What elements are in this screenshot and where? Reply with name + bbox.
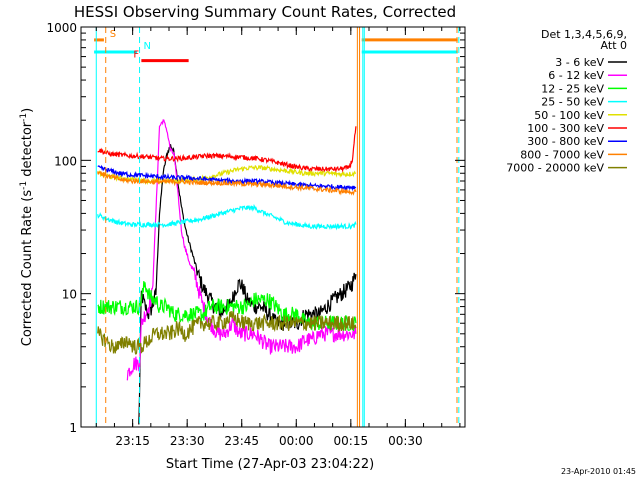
- legend-label-2: 12 - 25 keV: [541, 82, 604, 95]
- legend-title-1: Att 0: [601, 39, 627, 52]
- series-lines: [97, 119, 357, 425]
- y-axis-label-tail: ): [20, 108, 35, 113]
- legend-label-3: 25 - 50 keV: [541, 96, 604, 109]
- series-line-2: [97, 281, 357, 331]
- series-line-3: [97, 203, 357, 231]
- flag-label-s: S: [110, 29, 116, 40]
- legend-label-4: 50 - 100 keV: [534, 109, 604, 122]
- legend-label-6: 300 - 800 keV: [527, 135, 604, 148]
- x-tick-label-2: 23:45: [224, 434, 259, 448]
- y-tick-label-0: 1: [69, 421, 77, 435]
- series-line-1: [126, 119, 357, 381]
- chart-title: HESSI Observing Summary Count Rates, Cor…: [74, 3, 456, 21]
- legend-label-7: 800 - 7000 keV: [520, 148, 604, 161]
- legend-label-0: 3 - 6 keV: [555, 56, 604, 69]
- y-tick-label-2: 100: [54, 154, 77, 168]
- y-axis-ticks: 1 10 100 1000: [46, 21, 465, 435]
- y-axis-label-mid: detector: [20, 121, 35, 181]
- vertical-markers: [95, 27, 460, 427]
- timestamp: 23-Apr-2010 01:45: [561, 467, 636, 476]
- y-tick-label-1: 10: [62, 288, 77, 302]
- instrument-flags: S NF: [94, 29, 458, 63]
- legend-title-0: Det 1,3,4,5,6,9,: [541, 28, 627, 41]
- x-tick-label-4: 00:15: [334, 434, 369, 448]
- flag-label-f: F: [133, 50, 139, 61]
- legend-label-1: 6 - 12 keV: [548, 69, 604, 82]
- x-tick-label-0: 23:15: [115, 434, 150, 448]
- plot-frame: [80, 26, 466, 428]
- y-axis-label-main: Corrected Count Rate (s: [20, 190, 35, 347]
- legend-label-5: 100 - 300 keV: [527, 122, 604, 135]
- y-axis-label: Corrected Count Rate (s-1 detector-1): [19, 108, 35, 346]
- y-axis-label-sup: -1: [19, 181, 29, 190]
- series-line-8: [97, 311, 357, 356]
- y-axis-label-sup2: -1: [19, 113, 29, 122]
- x-tick-label-5: 00:30: [388, 434, 423, 448]
- x-axis-ticks: 23:15 23:30 23:45 00:00 00:15 00:30: [95, 27, 461, 448]
- series-line-4: [97, 164, 356, 186]
- series-line-6: [97, 164, 357, 192]
- legend-label-8: 7000 - 20000 keV: [506, 162, 604, 175]
- x-axis-label: Start Time (27-Apr-03 23:04:22): [166, 457, 374, 472]
- y-tick-label-3: 1000: [46, 21, 77, 35]
- series-line-5: [97, 126, 357, 173]
- series-line-7: [97, 170, 357, 196]
- x-tick-label-3: 00:00: [279, 434, 314, 448]
- x-tick-label-1: 23:30: [170, 434, 205, 448]
- flag-label-n: N: [144, 41, 151, 52]
